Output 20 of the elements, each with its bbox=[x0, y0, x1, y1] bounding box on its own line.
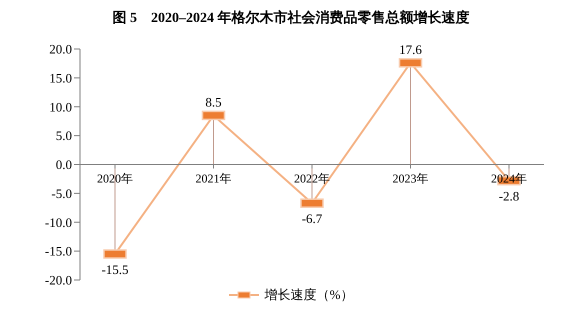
y-tick-label: -15.0 bbox=[44, 244, 72, 259]
x-tick-label: 2022年 bbox=[294, 172, 330, 186]
y-tick-label: 0.0 bbox=[56, 157, 72, 172]
y-tick-label: 20.0 bbox=[49, 42, 72, 57]
y-tick-label: -5.0 bbox=[51, 186, 72, 201]
y-tick-label: -20.0 bbox=[44, 272, 72, 288]
data-label: -6.7 bbox=[302, 211, 323, 226]
data-label: 17.6 bbox=[399, 42, 422, 57]
data-label: -15.5 bbox=[101, 262, 129, 278]
chart-title: 图 5 2020–2024 年格尔木市社会消费品零售总额增长速度 bbox=[112, 8, 470, 28]
y-tick-label: -10.0 bbox=[44, 214, 72, 230]
x-tick-label: 2021年 bbox=[196, 172, 232, 186]
legend-label: 增长速度（%） bbox=[264, 286, 354, 304]
data-label: 8.5 bbox=[205, 94, 222, 110]
y-tick-label: 15.0 bbox=[49, 70, 72, 86]
x-tick-label: 2020年 bbox=[97, 172, 133, 186]
y-tick-label: 5.0 bbox=[56, 128, 72, 144]
y-tick-label: 10.0 bbox=[49, 99, 72, 114]
x-tick-label: 2023年 bbox=[392, 172, 428, 186]
data-label: -2.8 bbox=[498, 188, 520, 204]
